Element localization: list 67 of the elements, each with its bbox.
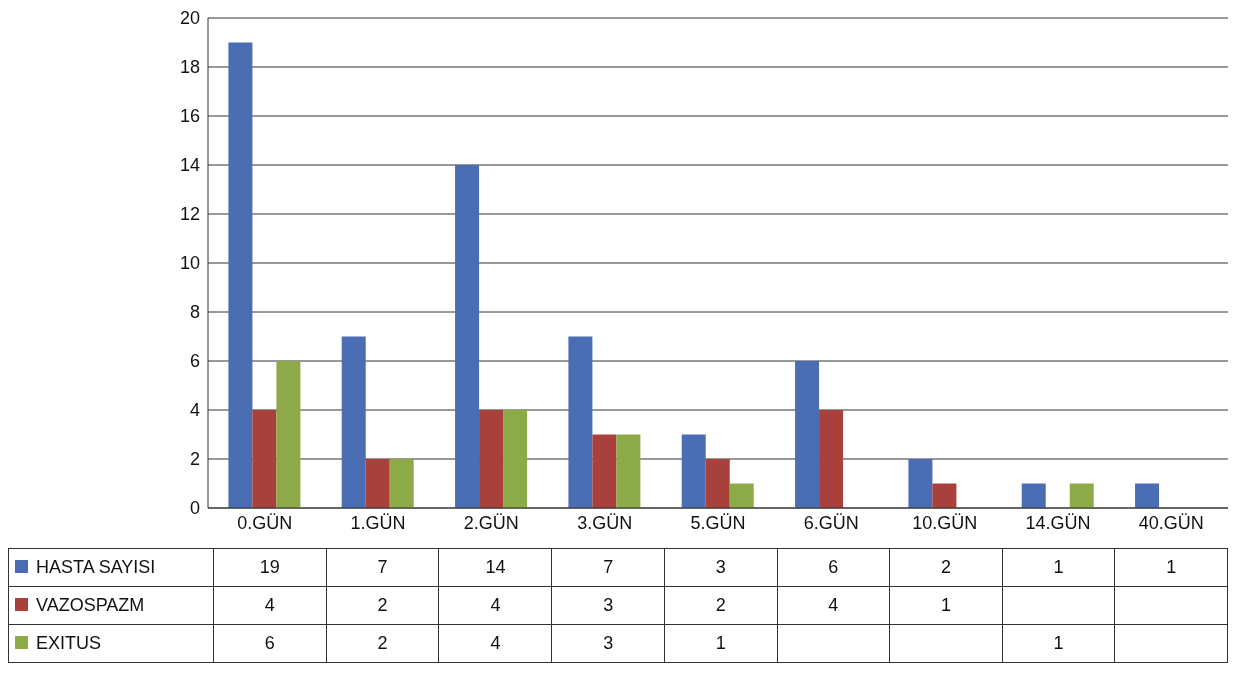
y-tick-label: 14 xyxy=(179,155,200,176)
data-label: 6 xyxy=(213,624,327,663)
legend-label: VAZOSPAZM xyxy=(8,586,214,625)
x-tick-label: 1.GÜN xyxy=(350,512,406,533)
data-label: 6 xyxy=(777,548,890,587)
data-label: 2 xyxy=(664,586,778,625)
data-label: 3 xyxy=(551,586,665,625)
legend-label: EXITUS xyxy=(8,624,214,663)
bar xyxy=(228,42,253,508)
y-tick-label: 2 xyxy=(189,449,200,470)
x-tick-label: 5.GÜN xyxy=(690,512,746,533)
data-label: 2 xyxy=(889,548,1003,587)
bar xyxy=(276,361,301,508)
y-tick-label: 20 xyxy=(179,8,200,29)
bar xyxy=(1069,483,1094,508)
data-label: 14 xyxy=(438,548,552,587)
data-label: 2 xyxy=(326,624,439,663)
bar xyxy=(341,336,366,508)
data-label: 4 xyxy=(438,586,552,625)
bar xyxy=(365,459,390,508)
bar xyxy=(592,434,617,508)
data-label: 3 xyxy=(664,548,778,587)
data-label: 1 xyxy=(1114,548,1228,587)
data-label: 1 xyxy=(889,586,1003,625)
data-label: 4 xyxy=(213,586,327,625)
bar xyxy=(389,459,414,508)
data-label: 1 xyxy=(1002,624,1115,663)
y-tick-label: 8 xyxy=(189,302,200,323)
bar xyxy=(568,336,593,508)
bar xyxy=(729,483,754,508)
bar xyxy=(705,459,730,508)
data-label: 2 xyxy=(326,586,439,625)
x-tick-label: 0.GÜN xyxy=(237,512,293,533)
data-label: 1 xyxy=(1002,548,1115,587)
bar xyxy=(795,361,820,508)
data-label: 4 xyxy=(777,586,890,625)
x-tick-label: 6.GÜN xyxy=(803,512,859,533)
bar xyxy=(1135,483,1160,508)
legend-label: HASTA SAYISI xyxy=(8,548,214,587)
bar xyxy=(252,410,277,508)
x-tick-label: 10.GÜN xyxy=(912,512,978,533)
bar xyxy=(819,410,844,508)
y-tick-label: 12 xyxy=(179,204,200,225)
x-tick-label: 14.GÜN xyxy=(1025,512,1091,533)
bar xyxy=(681,434,706,508)
data-label: 19 xyxy=(213,548,327,587)
data-label: 7 xyxy=(551,548,665,587)
y-tick-label: 4 xyxy=(189,400,200,421)
y-tick-label: 10 xyxy=(179,253,200,274)
data-label: 7 xyxy=(326,548,439,587)
bar xyxy=(908,459,933,508)
y-tick-label: 16 xyxy=(179,106,200,127)
x-tick-label: 40.GÜN xyxy=(1138,512,1204,533)
bar xyxy=(616,434,641,508)
data-label: 4 xyxy=(438,624,552,663)
x-tick-label: 2.GÜN xyxy=(463,512,519,533)
x-tick-label: 3.GÜN xyxy=(577,512,633,533)
bar xyxy=(455,165,480,508)
bar xyxy=(503,410,528,508)
y-tick-label: 6 xyxy=(189,351,200,372)
y-tick-label: 18 xyxy=(179,57,200,78)
bar xyxy=(1021,483,1046,508)
bar xyxy=(932,483,957,508)
data-label: 1 xyxy=(664,624,778,663)
data-label: 3 xyxy=(551,624,665,663)
y-tick-label: 0 xyxy=(189,498,200,519)
bar xyxy=(479,410,504,508)
